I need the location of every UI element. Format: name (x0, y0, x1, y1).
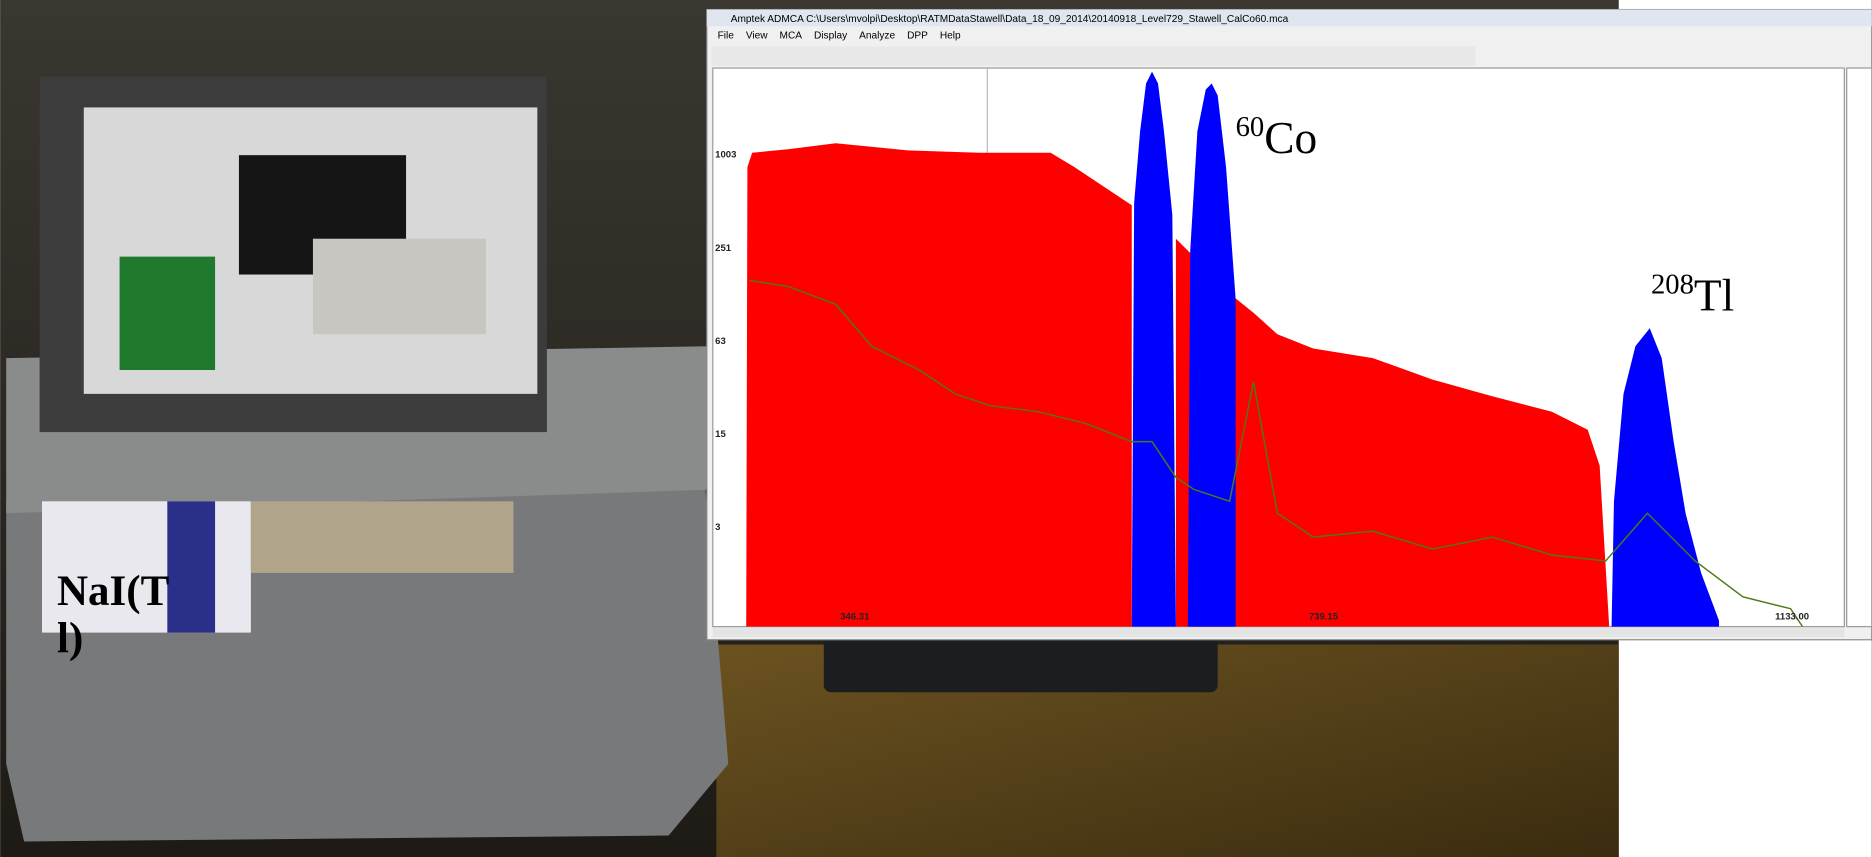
inset-module (313, 239, 486, 334)
mass-number: 60 (1236, 111, 1265, 143)
menu-item[interactable]: Help (940, 30, 961, 41)
menu-item[interactable]: MCA (780, 30, 803, 41)
page: Amptek ADMCA C:\Users\mvolpi\Desktop\RAT… (0, 0, 1872, 857)
composite: Amptek ADMCA C:\Users\mvolpi\Desktop\RAT… (0, 0, 1872, 857)
element: Tl (1694, 270, 1734, 320)
menu-item[interactable]: View (746, 30, 768, 41)
scrollbar (713, 628, 1845, 638)
x-axis-label: 739.15 (1309, 612, 1339, 623)
mass-number: 208 (1651, 269, 1694, 301)
keyboard (824, 639, 1218, 693)
y-axis-label: 15 (715, 429, 726, 440)
y-axis-label: 63 (715, 336, 726, 347)
menu-item[interactable]: File (718, 30, 735, 41)
toolbar (712, 47, 1476, 66)
side-panel (1847, 68, 1872, 627)
x-axis-label: 346.31 (840, 612, 870, 623)
inset-board (120, 257, 215, 370)
element: Co (1264, 113, 1317, 163)
detector-label: NaI(Tl) (57, 568, 185, 662)
menu-item[interactable]: DPP (907, 30, 928, 41)
y-axis-label: 251 (715, 243, 732, 254)
y-axis-label: 1003 (715, 150, 736, 161)
menu-item[interactable]: Display (814, 30, 848, 41)
pmt (251, 501, 514, 573)
window-title: Amptek ADMCA C:\Users\mvolpi\Desktop\RAT… (731, 14, 1289, 25)
y-axis-label: 3 (715, 522, 720, 533)
x-axis-label: 1133.00 (1775, 612, 1809, 623)
menu-bar: File View MCA Display Analyze DPP Help (718, 30, 961, 41)
menu-item[interactable]: Analyze (859, 30, 895, 41)
